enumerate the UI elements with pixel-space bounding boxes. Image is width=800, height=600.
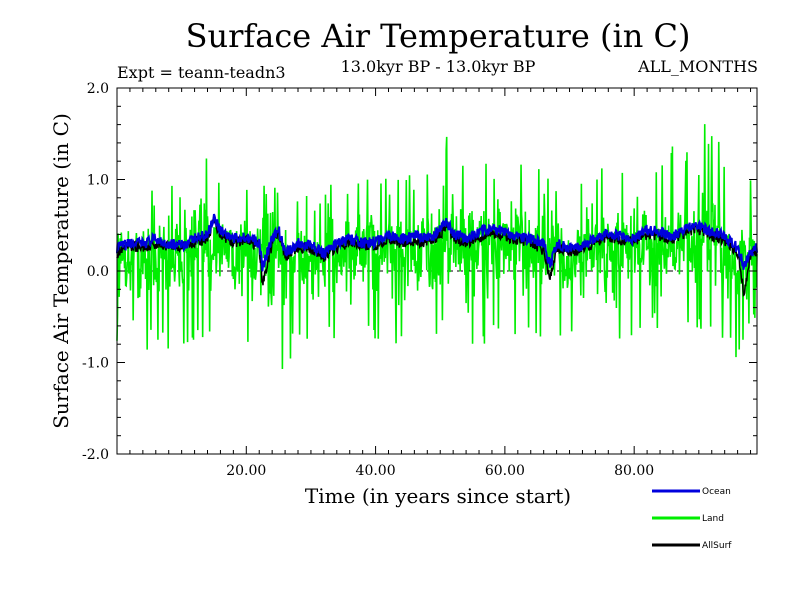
ticks-layer: 20.00 40.00 60.00 80.00 -2.0 -1.0 0.0 1.0 2.0 (82, 81, 757, 479)
chart-title: Surface Air Temperature (in C) (186, 17, 691, 55)
x-axis-label: Time (in years since start) (305, 484, 571, 508)
x-tick-label: 20.00 (226, 463, 266, 479)
months-label: ALL_MONTHS (637, 57, 758, 76)
x-tick-label: 40.00 (356, 463, 396, 479)
y-axis-label: Surface Air Temperature (in C) (49, 113, 73, 429)
period-label: 13.0kyr BP - 13.0kyr BP (341, 57, 536, 76)
experiment-label: Expt = teann-teadn3 (117, 63, 286, 82)
y-tick-label: -2.0 (82, 447, 109, 463)
legend: Ocean Land AllSurf (652, 487, 732, 551)
y-tick-label: -1.0 (82, 356, 109, 372)
series-line-land (116, 124, 758, 370)
y-tick-label: 1.0 (87, 173, 109, 189)
series-layer (116, 124, 758, 370)
legend-label-allsurf: AllSurf (702, 541, 732, 551)
x-tick-label: 60.00 (485, 463, 525, 479)
y-tick-label: 2.0 (87, 81, 109, 97)
x-tick-label: 80.00 (614, 463, 654, 479)
series-line-ocean (116, 213, 758, 272)
legend-label-land: Land (702, 514, 724, 524)
legend-label-ocean: Ocean (702, 487, 731, 497)
y-tick-label: 0.0 (87, 264, 109, 280)
